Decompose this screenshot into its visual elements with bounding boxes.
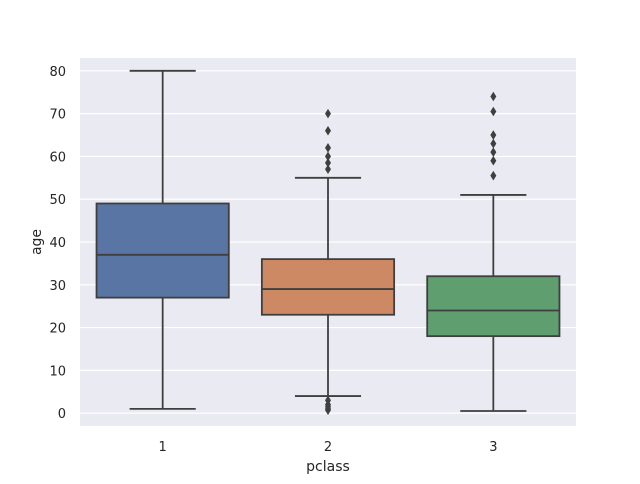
outlier-2-7 — [325, 151, 331, 162]
y-tick-label-80: 80 — [49, 65, 66, 80]
y-tick-labels: 0 10 20 30 40 50 60 70 80 — [49, 65, 66, 422]
x-tick-label-3: 3 — [489, 440, 497, 455]
outlier-3-4 — [490, 130, 497, 140]
x-tick-label-1: 1 — [159, 440, 167, 455]
outlier-2-5 — [325, 164, 331, 175]
outlier-2-6 — [325, 158, 331, 168]
x-tick-label-2: 2 — [324, 440, 332, 455]
outlier-3-6 — [490, 91, 497, 102]
y-tick-label-30: 30 — [49, 279, 66, 294]
outlier-2-10 — [325, 108, 331, 119]
y-tick-label-0: 0 — [58, 407, 66, 422]
box-3 — [426, 275, 561, 338]
outlier-2-4 — [325, 395, 331, 406]
outlier-3-2 — [490, 147, 497, 157]
box-group-1 — [95, 69, 230, 410]
y-tick-label-10: 10 — [49, 364, 66, 379]
outlier-2-9 — [325, 125, 331, 136]
y-tick-label-20: 20 — [49, 322, 66, 337]
outlier-3-1 — [490, 155, 497, 166]
y-axis-label: age — [29, 229, 45, 255]
y-tick-label-70: 70 — [49, 108, 66, 123]
outlier-3-0 — [490, 170, 497, 181]
y-tick-label-50: 50 — [49, 193, 66, 208]
y-tick-label-60: 60 — [49, 150, 66, 165]
boxes-group — [95, 69, 561, 415]
x-axis-label: pclass — [306, 459, 350, 475]
outlier-2-8 — [325, 143, 331, 153]
box-group-2 — [260, 108, 396, 415]
box-1 — [95, 202, 230, 299]
x-tick-labels: 1 2 3 — [159, 440, 498, 455]
box-2 — [260, 258, 396, 316]
outlier-3-5 — [490, 106, 497, 117]
outlier-3-3 — [490, 138, 497, 149]
y-tick-label-40: 40 — [49, 236, 66, 251]
box-group-3 — [426, 91, 561, 412]
